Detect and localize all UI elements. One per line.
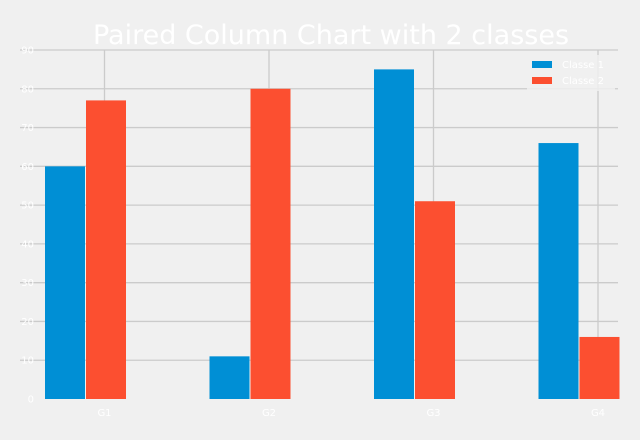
legend-swatch-classe-1 (532, 61, 552, 68)
bar-classe-2-g4 (579, 336, 620, 399)
legend-label-classe-1: Classe 1 (562, 60, 604, 71)
y-tick-label: 50 (21, 201, 34, 212)
bar-classe-1-g3 (374, 69, 414, 399)
y-tick-label: 40 (21, 239, 34, 250)
x-tick-label: G3 (426, 408, 440, 419)
bar-classe-1-g1 (45, 166, 85, 399)
x-tick-label: G4 (591, 408, 605, 419)
y-tick-label: 60 (21, 162, 34, 173)
y-tick-label: 0 (28, 395, 34, 406)
y-tick-label: 20 (21, 317, 34, 328)
bar-classe-2-g3 (415, 201, 455, 399)
legend: Classe 1 Classe 2 (527, 55, 615, 91)
bar-layer (45, 69, 620, 400)
tick-layer: 0 10 20 30 40 50 60 70 80 90 G1 G2 G3 G4 (21, 46, 605, 420)
bar-classe-1-g2 (209, 356, 250, 399)
bar-classe-1-g4 (538, 143, 579, 399)
bar-classe-2-g1 (86, 100, 126, 400)
chart-title: Paired Column Chart with 2 classes (93, 20, 569, 51)
y-tick-label: 30 (21, 278, 34, 289)
x-tick-label: G1 (97, 408, 111, 419)
bar-classe-2-g2 (250, 88, 291, 400)
legend-label-classe-2: Classe 2 (562, 76, 604, 87)
y-tick-label: 80 (21, 84, 34, 95)
y-tick-label: 90 (21, 46, 34, 57)
y-tick-label: 10 (21, 356, 34, 367)
x-tick-label: G2 (262, 408, 276, 419)
legend-swatch-classe-2 (532, 77, 552, 84)
y-tick-label: 70 (21, 123, 34, 134)
